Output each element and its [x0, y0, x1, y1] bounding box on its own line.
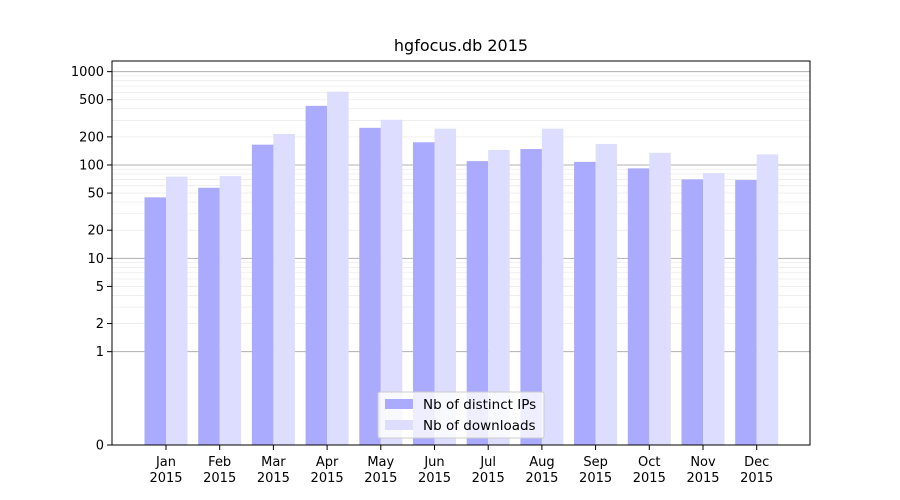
- y-tick-label: 20: [87, 224, 104, 239]
- y-tick-label: 100: [79, 158, 104, 173]
- bar-downloads: [488, 149, 510, 445]
- bar-downloads: [756, 154, 779, 445]
- bar-distinct-ips: [466, 161, 489, 446]
- y-tick-label: 1000: [71, 65, 104, 80]
- bar-distinct-ips: [574, 161, 596, 446]
- x-tick-label-year: 2015: [579, 471, 612, 486]
- y-tick-label: 0: [96, 439, 104, 454]
- x-tick-label-month: Sep: [583, 455, 608, 470]
- bar-downloads: [273, 133, 295, 445]
- bar-distinct-ips: [305, 105, 328, 445]
- x-tick-label-year: 2015: [257, 471, 290, 486]
- bar-distinct-ips: [735, 180, 757, 445]
- x-tick-label-year: 2015: [364, 471, 397, 486]
- x-tick-label-year: 2015: [686, 471, 719, 486]
- x-tick-label-month: Nov: [690, 455, 716, 470]
- y-tick-label: 50: [87, 187, 104, 202]
- legend-swatch-downloads: [385, 420, 413, 430]
- bar-downloads: [380, 119, 403, 446]
- x-tick-label-year: 2015: [633, 471, 666, 486]
- y-tick-label: 10: [87, 252, 104, 267]
- x-tick-label-month: Aug: [529, 455, 554, 470]
- y-tick-label: 500: [79, 93, 104, 108]
- x-tick-label-month: Dec: [744, 455, 769, 470]
- bar-downloads: [649, 152, 671, 445]
- y-tick-label: 5: [96, 280, 104, 295]
- legend-label-downloads: Nb of downloads: [423, 418, 536, 434]
- x-tick-label-year: 2015: [203, 471, 236, 486]
- bar-distinct-ips: [520, 149, 542, 445]
- x-tick-label-month: May: [367, 455, 394, 470]
- legend-box: [377, 391, 545, 439]
- x-tick-label-month: Apr: [316, 455, 339, 470]
- bar-downloads: [541, 128, 564, 446]
- y-tick-label: 200: [79, 130, 104, 145]
- bar-distinct-ips: [413, 142, 435, 445]
- x-tick-label-month: Jul: [479, 455, 496, 470]
- x-tick-label-year: 2015: [149, 471, 182, 486]
- x-tick-label-year: 2015: [472, 471, 505, 486]
- bar-distinct-ips: [251, 144, 274, 445]
- bar-distinct-ips: [359, 127, 381, 445]
- x-axis: Jan2015Feb2015Mar2015Apr2015May2015Jun20…: [149, 445, 773, 486]
- bar-downloads: [703, 173, 725, 445]
- bars: [144, 91, 779, 446]
- x-tick-label-month: Oct: [638, 455, 660, 470]
- x-tick-label-year: 2015: [311, 471, 344, 486]
- x-tick-label-month: Mar: [261, 455, 286, 470]
- bar-distinct-ips: [144, 197, 166, 445]
- x-tick-label-month: Feb: [208, 455, 231, 470]
- bar-downloads: [434, 128, 456, 446]
- x-tick-label-month: Jan: [155, 455, 176, 470]
- chart-title: hgfocus.db 2015: [394, 36, 528, 55]
- bar-downloads: [166, 176, 188, 445]
- bar-distinct-ips: [198, 187, 220, 445]
- bar-distinct-ips: [681, 179, 703, 445]
- y-tick-label: 1: [96, 345, 104, 360]
- y-axis: 0 1 2 5 10 20 50 100 200 500 1000: [71, 65, 112, 454]
- legend: Nb of distinct IPs Nb of downloads: [377, 391, 545, 439]
- x-tick-label-year: 2015: [525, 471, 558, 486]
- x-tick-label-year: 2015: [418, 471, 451, 486]
- bar-distinct-ips: [627, 168, 650, 445]
- bar-downloads: [327, 91, 349, 445]
- legend-label-distinct-ips: Nb of distinct IPs: [423, 397, 536, 413]
- bar-downloads: [595, 143, 618, 445]
- bar-downloads: [219, 176, 242, 445]
- y-tick-label: 2: [96, 317, 104, 332]
- x-tick-label-year: 2015: [740, 471, 773, 486]
- x-tick-label-month: Jun: [423, 455, 444, 470]
- legend-swatch-distinct-ips: [385, 399, 413, 409]
- plot-frame: [111, 60, 811, 446]
